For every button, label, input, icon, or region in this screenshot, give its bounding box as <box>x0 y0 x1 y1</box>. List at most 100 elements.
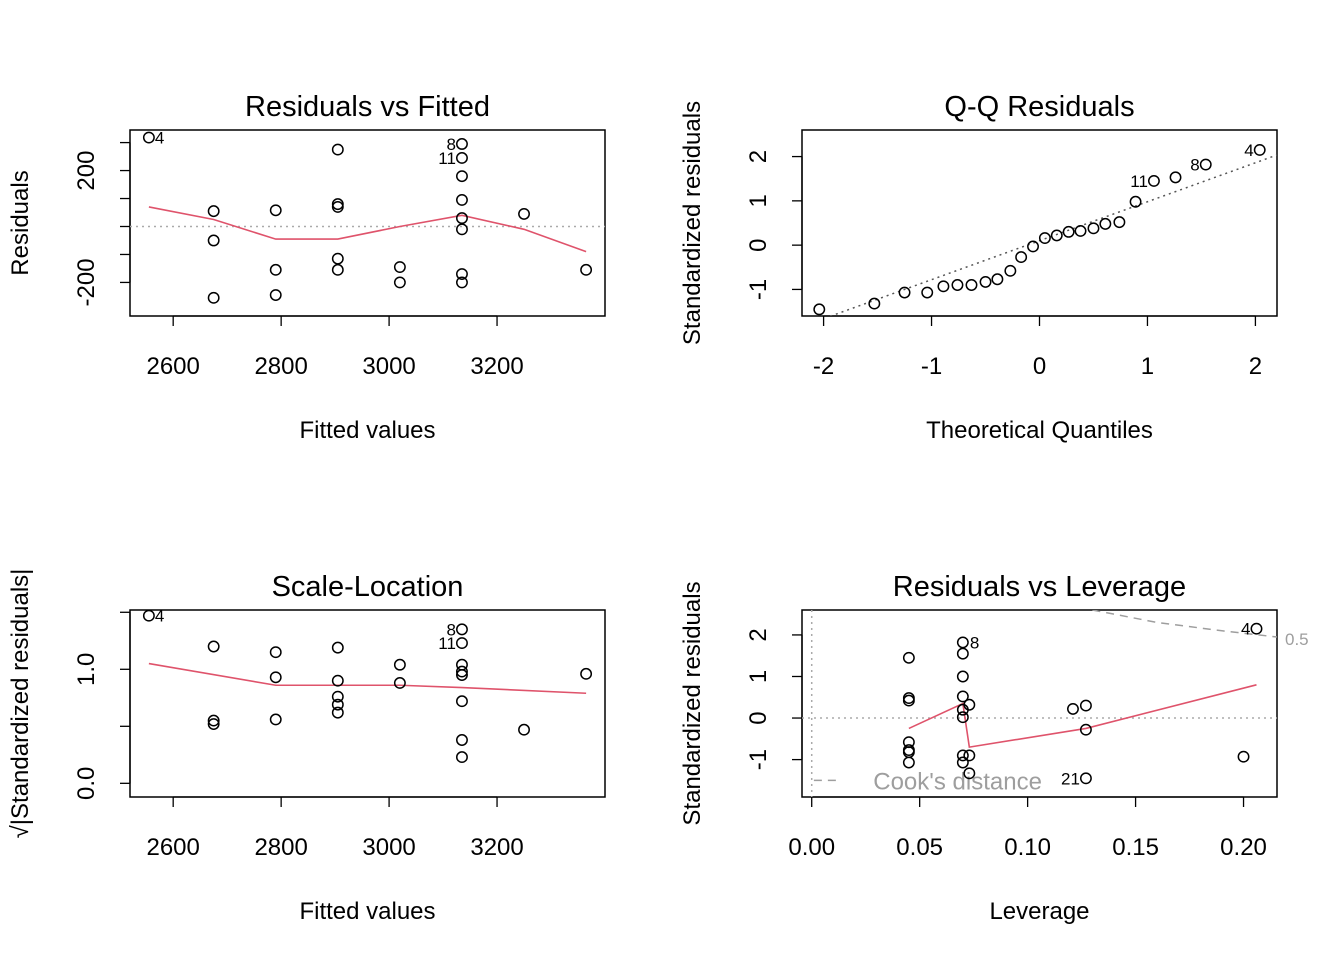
y-tick-label: 200 <box>73 151 100 191</box>
data-point <box>1147 174 1160 187</box>
x-tick-label: 0.15 <box>1112 834 1159 861</box>
data-point <box>331 698 344 711</box>
data-point <box>269 289 282 301</box>
plot-area: Cook's distance <box>802 610 1277 797</box>
plot-frame <box>129 129 606 317</box>
cooks-level-label: 0.5 <box>1285 630 1309 649</box>
panel-bottom-left: Scale-Location Fitted values √|Standardize… <box>7 569 606 925</box>
panel-title: Q-Q Residuals <box>944 91 1134 123</box>
point-label: 8 <box>970 633 979 652</box>
panel-top-left: Residuals vs Fitted Fitted values Residual… <box>7 91 606 444</box>
data-point <box>1199 158 1212 171</box>
data-point <box>1237 750 1250 763</box>
data-point <box>1087 222 1100 235</box>
data-point <box>1253 143 1266 156</box>
data-point <box>956 647 969 660</box>
data-point <box>1099 217 1112 230</box>
x-tick-label: 3000 <box>362 353 415 380</box>
plot-frame <box>801 609 1278 798</box>
data-point <box>937 280 950 293</box>
data-point <box>965 279 978 291</box>
data-point <box>393 261 406 274</box>
x-tick-label: 2800 <box>254 834 307 861</box>
data-point <box>456 268 468 280</box>
x-tick-label: 0.20 <box>1220 834 1267 861</box>
x-tick-label: 1 <box>1141 353 1154 380</box>
data-point <box>979 275 992 288</box>
data-point <box>956 711 969 724</box>
x-tick-label: -2 <box>813 353 834 380</box>
x-tick-label: 3000 <box>362 834 415 861</box>
x-tick-label: 0 <box>1033 353 1046 380</box>
data-point <box>1113 216 1126 229</box>
data-point <box>956 636 969 649</box>
data-point <box>1027 240 1039 253</box>
smoother-line <box>148 662 587 695</box>
point-label: 4 <box>1244 141 1253 160</box>
smoother-line <box>908 684 1257 749</box>
data-point <box>951 279 964 291</box>
data-point <box>902 651 915 664</box>
y-axis-label: Residuals <box>7 170 34 275</box>
data-point <box>963 767 976 780</box>
data-point <box>902 692 915 705</box>
panel-title: Scale-Location <box>272 571 464 603</box>
plot-frame <box>801 129 1278 317</box>
data-point <box>456 138 468 150</box>
panel-bottom-right: Residuals vs Leverage Leverage Standardize… <box>679 571 1309 925</box>
x-tick-label: 2600 <box>146 353 199 380</box>
data-point <box>142 609 155 622</box>
data-point <box>956 749 969 762</box>
data-point <box>1015 251 1028 264</box>
x-tick-label: 3200 <box>470 353 523 380</box>
point-label: 11 <box>1130 172 1148 191</box>
cooks-distance-curve <box>1092 610 1277 638</box>
data-point <box>331 263 344 276</box>
data-point <box>456 212 468 225</box>
y-axis-label: Standardized residuals <box>679 581 706 825</box>
data-point <box>1169 171 1182 184</box>
data-point <box>580 667 593 680</box>
data-point <box>456 669 468 681</box>
data-point <box>1079 772 1092 785</box>
data-point <box>902 694 915 707</box>
data-point <box>207 640 220 653</box>
x-tick-label: 2600 <box>146 834 199 861</box>
data-point <box>1050 229 1063 242</box>
y-axis-label: √|Standardized residuals| <box>7 569 34 839</box>
y-tick-label: -1 <box>745 279 772 300</box>
data-point <box>1074 225 1087 237</box>
data-point <box>207 205 220 218</box>
y-tick-label: -200 <box>73 258 100 306</box>
data-point <box>456 695 468 708</box>
x-tick-label: 0.05 <box>896 834 943 861</box>
x-tick-label: 2 <box>1249 353 1262 380</box>
data-point <box>456 637 468 650</box>
plot-area <box>130 206 605 253</box>
y-tick-label: 2 <box>745 150 772 163</box>
data-point <box>1079 699 1092 712</box>
data-point <box>991 273 1004 286</box>
point-label: 11 <box>438 149 456 168</box>
data-point <box>518 207 530 220</box>
data-point <box>902 756 915 769</box>
y-tick-label: 2 <box>745 628 772 641</box>
data-point <box>868 297 881 310</box>
x-tick-label: 3200 <box>470 834 523 861</box>
panel-title: Residuals vs Leverage <box>893 571 1186 603</box>
data-point <box>456 751 468 764</box>
data-point <box>956 690 969 703</box>
x-axis-label: Leverage <box>989 898 1089 925</box>
data-point <box>456 623 468 636</box>
point-label: 8 <box>1190 156 1199 175</box>
data-point <box>456 734 468 746</box>
point-label: 4 <box>1241 620 1250 639</box>
data-point <box>813 303 826 316</box>
x-tick-label: 0.00 <box>788 834 835 861</box>
y-tick-label: 1 <box>745 670 772 683</box>
data-point <box>331 200 344 213</box>
data-point <box>1250 622 1263 635</box>
y-tick-label: 0.0 <box>73 767 100 800</box>
data-point <box>393 658 406 671</box>
data-point <box>456 665 468 678</box>
